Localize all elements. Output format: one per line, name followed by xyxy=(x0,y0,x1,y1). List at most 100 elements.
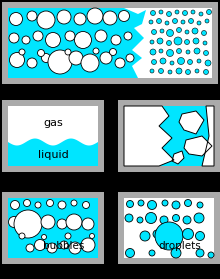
Circle shape xyxy=(47,243,57,253)
Circle shape xyxy=(153,230,161,238)
Circle shape xyxy=(157,38,163,44)
Circle shape xyxy=(35,202,41,208)
Circle shape xyxy=(158,69,163,73)
Circle shape xyxy=(46,199,53,206)
Text: droplets: droplets xyxy=(158,241,201,251)
Circle shape xyxy=(87,8,103,24)
Circle shape xyxy=(46,32,61,47)
Circle shape xyxy=(125,214,133,222)
Bar xyxy=(8,8,212,78)
Circle shape xyxy=(9,13,22,25)
Circle shape xyxy=(27,11,37,21)
Circle shape xyxy=(175,10,179,14)
Circle shape xyxy=(90,234,95,239)
Circle shape xyxy=(100,52,112,64)
Circle shape xyxy=(160,216,168,224)
Circle shape xyxy=(11,201,20,210)
Circle shape xyxy=(205,60,211,66)
Bar xyxy=(8,8,124,78)
Circle shape xyxy=(115,58,125,68)
Bar xyxy=(2,100,104,172)
Circle shape xyxy=(149,250,155,256)
Circle shape xyxy=(147,201,156,210)
Polygon shape xyxy=(184,136,212,156)
Circle shape xyxy=(159,49,163,53)
Circle shape xyxy=(57,10,71,24)
Circle shape xyxy=(194,48,200,54)
Circle shape xyxy=(9,217,20,227)
Circle shape xyxy=(183,216,191,224)
Circle shape xyxy=(65,31,75,41)
Circle shape xyxy=(176,28,181,32)
Circle shape xyxy=(137,217,143,223)
Circle shape xyxy=(195,69,199,73)
Circle shape xyxy=(26,244,34,252)
Bar xyxy=(8,198,98,258)
Circle shape xyxy=(110,49,117,56)
Text: liquid: liquid xyxy=(38,150,68,160)
Text: gas: gas xyxy=(43,118,63,128)
Circle shape xyxy=(41,215,55,229)
Circle shape xyxy=(69,51,83,65)
Circle shape xyxy=(82,201,90,208)
Circle shape xyxy=(9,52,24,68)
Circle shape xyxy=(37,11,55,29)
Circle shape xyxy=(185,69,191,74)
Circle shape xyxy=(150,69,154,73)
Circle shape xyxy=(37,49,44,57)
Bar xyxy=(124,106,214,166)
Circle shape xyxy=(65,233,71,239)
Circle shape xyxy=(172,18,178,23)
Circle shape xyxy=(196,249,204,257)
Circle shape xyxy=(119,11,130,21)
Circle shape xyxy=(208,252,214,258)
Circle shape xyxy=(42,235,46,239)
Circle shape xyxy=(81,54,99,72)
Circle shape xyxy=(19,233,25,239)
Circle shape xyxy=(197,21,201,25)
Circle shape xyxy=(167,11,172,16)
Bar xyxy=(118,192,220,264)
Circle shape xyxy=(27,58,37,68)
Circle shape xyxy=(126,54,134,62)
Circle shape xyxy=(152,59,156,64)
Circle shape xyxy=(189,18,194,23)
Polygon shape xyxy=(8,138,98,166)
Circle shape xyxy=(111,35,121,45)
Polygon shape xyxy=(179,111,204,134)
Circle shape xyxy=(174,37,182,45)
Text: bubbles: bubbles xyxy=(43,241,84,251)
Circle shape xyxy=(93,48,99,54)
Circle shape xyxy=(150,11,156,16)
Circle shape xyxy=(197,59,201,63)
Circle shape xyxy=(191,10,195,14)
Circle shape xyxy=(171,248,181,258)
Circle shape xyxy=(183,229,194,239)
Bar xyxy=(2,192,104,264)
Circle shape xyxy=(22,36,30,44)
Circle shape xyxy=(172,215,180,222)
Circle shape xyxy=(42,54,51,62)
Circle shape xyxy=(125,249,134,258)
Circle shape xyxy=(203,41,207,45)
Bar xyxy=(2,2,218,84)
Circle shape xyxy=(185,199,191,206)
Circle shape xyxy=(185,40,189,44)
Circle shape xyxy=(152,30,156,35)
Circle shape xyxy=(9,33,19,43)
Polygon shape xyxy=(124,106,174,166)
Circle shape xyxy=(75,32,92,49)
Circle shape xyxy=(181,20,185,24)
Circle shape xyxy=(103,11,117,25)
Circle shape xyxy=(150,49,156,55)
Circle shape xyxy=(71,200,77,206)
Circle shape xyxy=(176,68,182,74)
Circle shape xyxy=(24,199,31,206)
Circle shape xyxy=(35,239,46,251)
Circle shape xyxy=(95,30,107,42)
Circle shape xyxy=(167,49,174,57)
Circle shape xyxy=(197,202,203,208)
Circle shape xyxy=(150,40,154,44)
Circle shape xyxy=(168,70,172,74)
Circle shape xyxy=(74,13,86,25)
